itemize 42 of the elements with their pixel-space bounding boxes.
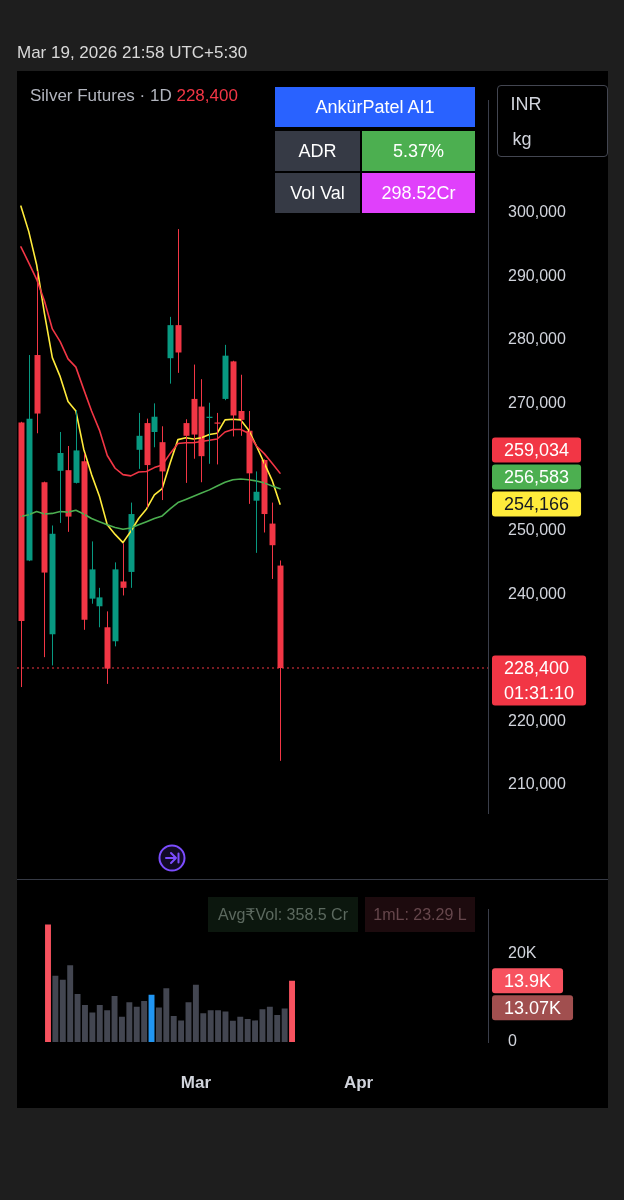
text: 259,034	[504, 440, 570, 461]
chart-subtitle: 228,400	[176, 86, 238, 105]
bar	[52, 975, 59, 1042]
y-tick-label: 240,000	[508, 584, 566, 602]
annotation: Avg₹Vol: 358.5 Cr	[218, 905, 348, 924]
table-cell: 298.52Cr	[362, 173, 475, 213]
chart-title: Silver Futures · 1D	[30, 86, 172, 105]
y-tick-label: 220,000	[508, 711, 566, 729]
y-tick-label: 290,000	[508, 266, 566, 284]
text: 13.07K	[504, 997, 562, 1018]
unit-box: INR kg	[497, 85, 608, 157]
text: 13.9K	[504, 970, 552, 991]
annotation: Vol Val	[290, 182, 345, 204]
annotation: 1mL: 23.29 L	[373, 905, 467, 924]
table-cell: Vol Val	[275, 173, 360, 213]
y-tick-label: 280,000	[508, 330, 566, 348]
bar	[45, 924, 51, 1042]
annotation: 298.52Cr	[381, 182, 456, 204]
bar	[281, 1008, 288, 1042]
table-cell: ADR	[275, 131, 360, 171]
bar	[289, 980, 295, 1042]
table-cell: AnkürPatel AI1	[275, 87, 475, 127]
annotation: 5.37%	[392, 140, 445, 162]
table-cell: 5.37%	[362, 131, 475, 171]
y-tick-label: 300,000	[508, 202, 566, 220]
y-tick-label: 210,000	[508, 775, 566, 793]
y-tick-label: 270,000	[508, 393, 566, 411]
text: Mar 19, 2026 21:58 UTC+5:30	[17, 42, 248, 64]
text: 254,166	[504, 494, 570, 515]
candlestick	[214, 412, 221, 465]
annotation: AnkürPatel AI1	[315, 96, 435, 118]
x-tick-label: Apr	[343, 1072, 374, 1092]
annotation: ADR	[298, 140, 337, 162]
x-tick-label: Mar	[180, 1072, 212, 1092]
ref-line-label: 228,400	[504, 657, 570, 678]
y-tick-label: 250,000	[508, 520, 566, 538]
text: 256,583	[504, 467, 570, 488]
y-tick-label: 0	[508, 1032, 517, 1050]
y-tick-label: 20K	[508, 944, 537, 962]
text: 01:31:10	[504, 682, 575, 703]
info-box: 1mL: 23.29 L	[365, 897, 475, 932]
info-box: Avg₹Vol: 358.5 Cr	[208, 897, 358, 932]
